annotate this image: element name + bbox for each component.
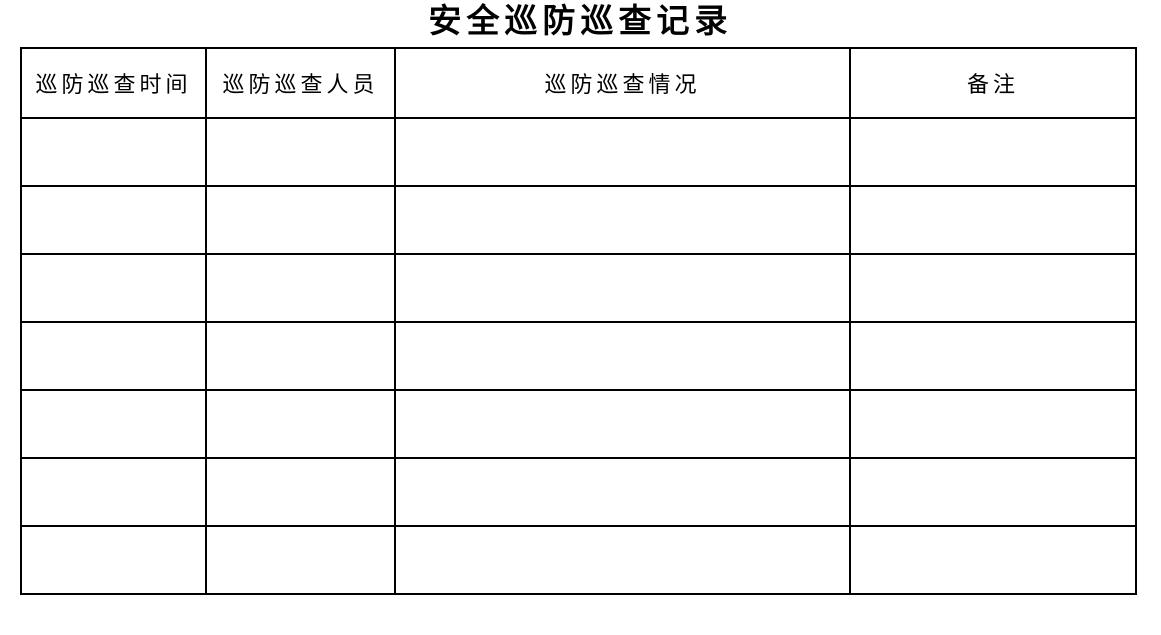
table-cell[interactable] [849,253,1137,323]
patrol-record-table: 巡防巡查时间 巡防巡查人员 巡防巡查情况 备注 [20,47,1137,595]
table-cell[interactable] [394,525,851,595]
table-cell[interactable] [849,117,1137,187]
table-row [20,389,1137,459]
table-cell[interactable] [849,525,1137,595]
table-cell[interactable] [20,389,207,459]
table-header-row: 巡防巡查时间 巡防巡查人员 巡防巡查情况 备注 [20,47,1137,119]
table-cell[interactable] [20,321,207,391]
column-header-remarks: 备注 [849,47,1137,119]
table-cell[interactable] [205,117,396,187]
column-header-patrol-personnel: 巡防巡查人员 [205,47,396,119]
table-cell[interactable] [394,321,851,391]
table-body [20,117,1137,595]
table-cell[interactable] [394,185,851,255]
column-header-patrol-situation: 巡防巡查情况 [394,47,851,119]
table-cell[interactable] [205,389,396,459]
table-cell[interactable] [849,185,1137,255]
page-title: 安全巡防巡查记录 [428,4,733,40]
table-cell[interactable] [394,389,851,459]
table-cell[interactable] [20,117,207,187]
table-row [20,117,1137,187]
table-cell[interactable] [205,253,396,323]
table-cell[interactable] [205,525,396,595]
table-row [20,457,1137,527]
table-cell[interactable] [849,457,1137,527]
table-row [20,321,1137,391]
table-cell[interactable] [394,117,851,187]
table-cell[interactable] [394,457,851,527]
table-cell[interactable] [20,185,207,255]
table-cell[interactable] [205,185,396,255]
table-cell[interactable] [20,525,207,595]
table-cell[interactable] [849,389,1137,459]
table-row [20,253,1137,323]
table-cell[interactable] [20,253,207,323]
table-row [20,525,1137,595]
table-row [20,185,1137,255]
table-cell[interactable] [20,457,207,527]
column-header-patrol-time: 巡防巡查时间 [20,47,207,119]
table-cell[interactable] [205,321,396,391]
table-cell[interactable] [849,321,1137,391]
table-cell[interactable] [394,253,851,323]
table-cell[interactable] [205,457,396,527]
